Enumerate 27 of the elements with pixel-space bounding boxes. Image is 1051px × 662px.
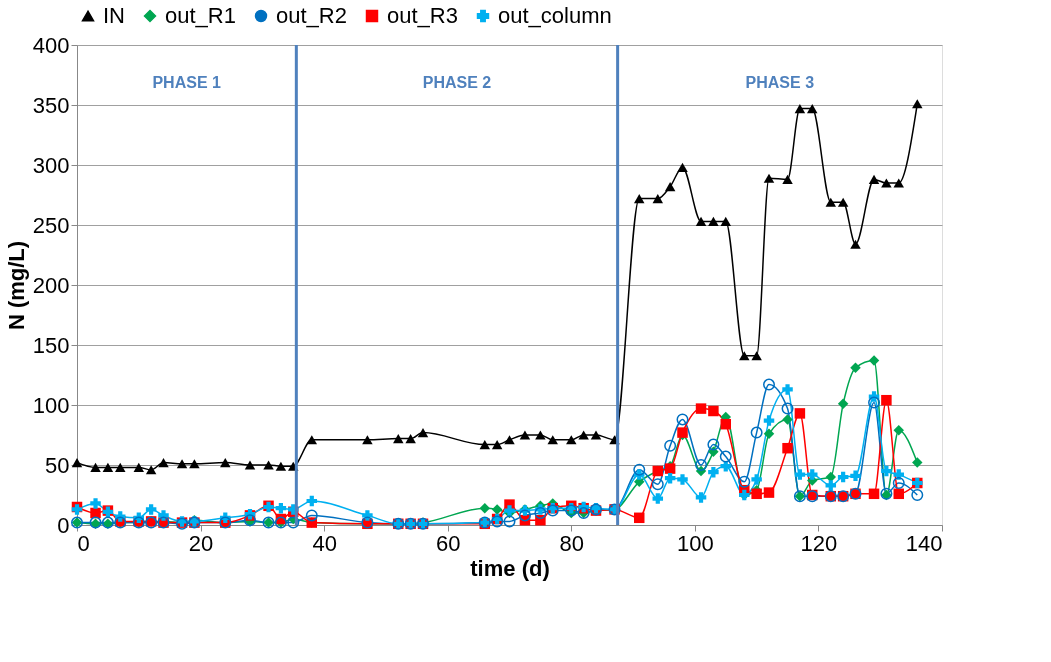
y-tick-label: 50 (45, 452, 70, 478)
y-tick-label: 0 (57, 512, 70, 538)
x-tick-label: 140 (905, 530, 943, 556)
annotation: PHASE 3 (745, 74, 815, 91)
x-tick-label: 60 (435, 530, 461, 556)
x-tick-label: 40 (312, 530, 337, 556)
y-tick-label: 100 (32, 392, 70, 418)
x-tick-label: 120 (800, 530, 838, 556)
legend-label: out_R1 (165, 3, 236, 28)
y-tick-label: 250 (32, 212, 70, 238)
annotation: PHASE 1 (152, 74, 222, 91)
y-axis-title: N (mg/L) (3, 240, 29, 331)
annotation: PHASE 2 (422, 74, 492, 91)
y-tick-label: 400 (32, 32, 70, 58)
x-tick-label: 80 (559, 530, 585, 556)
legend-label: out_column (498, 3, 612, 28)
x-axis-title: time (d) (470, 555, 550, 581)
y-tick-label: 350 (32, 92, 70, 118)
legend-label: out_R3 (387, 3, 458, 28)
x-tick-label: 0 (77, 530, 90, 556)
x-tick-label: 20 (188, 530, 214, 556)
legend-label: IN (103, 3, 125, 28)
x-tick-label: 100 (677, 530, 714, 556)
legend-label: out_R2 (276, 3, 347, 28)
y-tick-label: 200 (32, 272, 70, 298)
y-tick-label: 300 (32, 152, 70, 178)
y-tick-label: 150 (32, 332, 70, 358)
